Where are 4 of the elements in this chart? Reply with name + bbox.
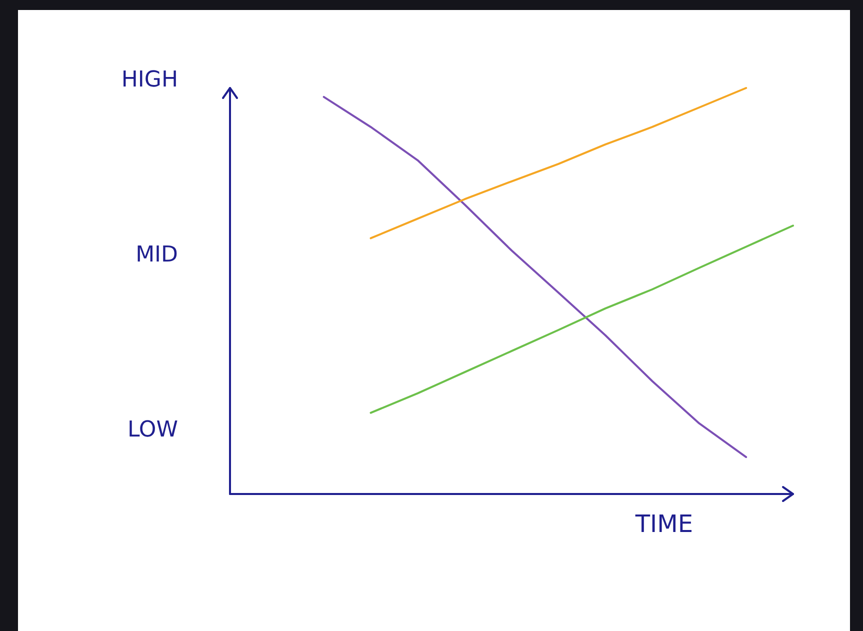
text: MID: [136, 242, 178, 268]
x-axis-title: TIME: [634, 510, 693, 538]
text: LOW: [127, 418, 178, 442]
text: HIGH: [121, 68, 178, 92]
